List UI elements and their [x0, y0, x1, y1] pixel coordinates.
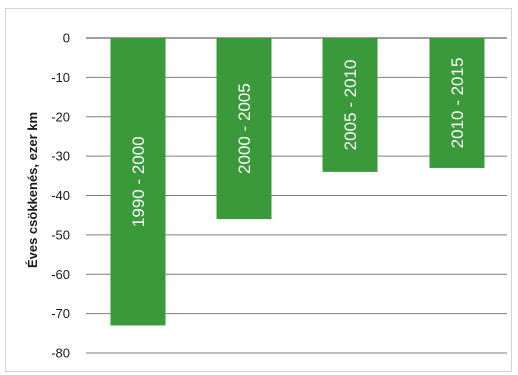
- y-tick-label: -60: [51, 267, 70, 282]
- bar-category-label: 2000 - 2005: [235, 83, 254, 174]
- bar: [322, 38, 378, 172]
- y-tick-label: -50: [51, 227, 70, 242]
- bar-category-label: 2005 - 2010: [341, 60, 360, 151]
- bar-category-label: 2010 - 2015: [448, 58, 467, 149]
- bar: [216, 38, 272, 220]
- y-tick-label: -20: [51, 109, 70, 124]
- y-axis-label: Éves csökkenés, ezer km: [25, 112, 40, 268]
- bar: [429, 38, 485, 168]
- y-tick-label: -40: [51, 188, 70, 203]
- y-tick-label: -80: [51, 346, 70, 361]
- bar-category-label: 1990 - 2000: [129, 136, 148, 227]
- y-axis-ticks: 0 -10 -20 -30 -40 -50 -60 -70 -80: [51, 31, 70, 361]
- bars: [110, 38, 485, 326]
- y-tick-label: 0: [63, 31, 70, 46]
- y-tick-label: -10: [51, 70, 70, 85]
- y-tick-label: -30: [51, 149, 70, 164]
- bar: [110, 38, 166, 326]
- y-tick-label: -70: [51, 306, 70, 321]
- bar-labels: 1990 - 2000 2000 - 2005 2005 - 2010 2010 - …: [129, 58, 467, 228]
